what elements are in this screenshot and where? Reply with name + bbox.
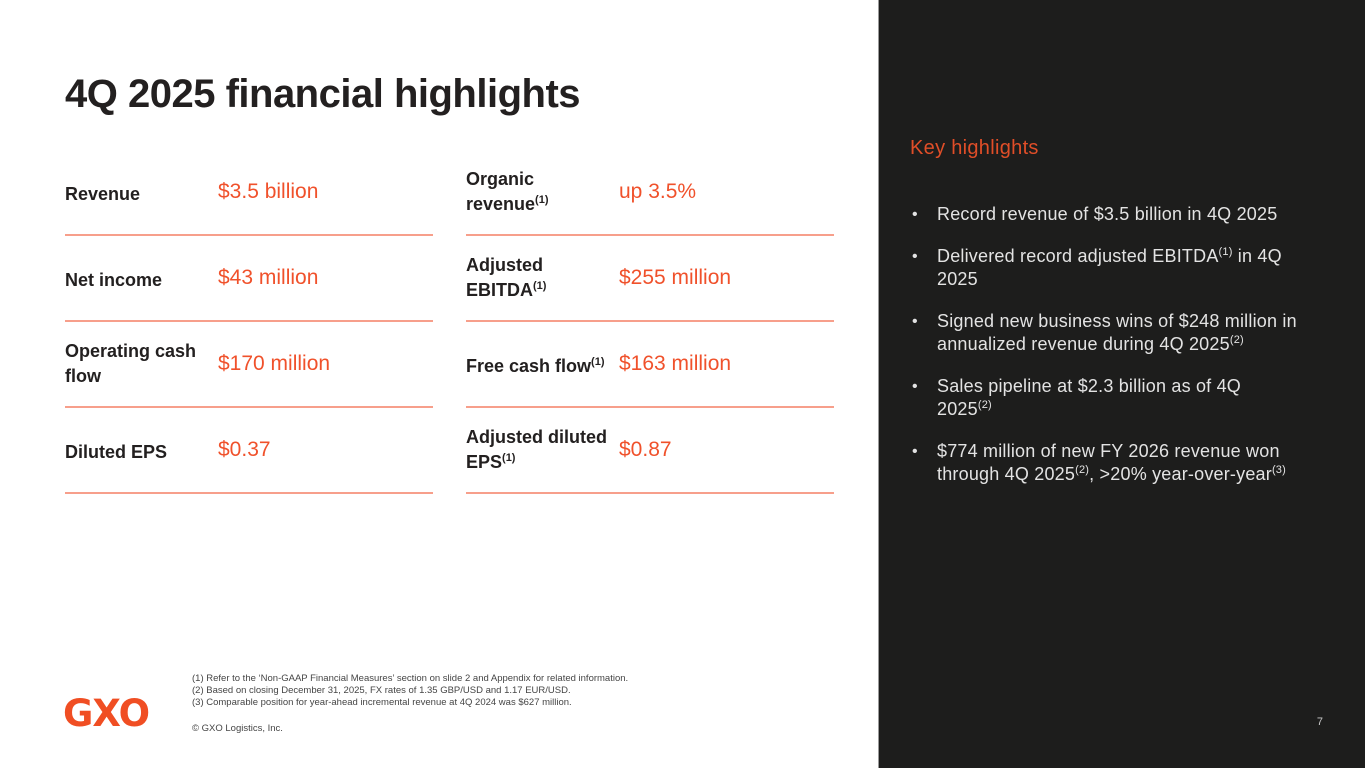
key-highlight-text: Sales pipeline at $2.3 billion as of 4Q … [937, 376, 1241, 419]
metric-value: up 3.5% [619, 180, 697, 203]
metric-value: $43 million [218, 266, 319, 289]
metrics-column-right: Organic revenue(1) up 3.5% Adjusted EBIT… [466, 150, 834, 494]
metric-label: Free cash flow(1) [466, 352, 619, 377]
footnote-ref: (1) [533, 280, 547, 292]
metric-label: Revenue [65, 180, 218, 205]
key-highlight-text: Delivered record adjusted EBITDA [937, 246, 1219, 266]
metric-label: Diluted EPS [65, 438, 218, 463]
key-highlights-panel: Key highlights Record revenue of $3.5 bi… [878, 0, 1365, 768]
metric-row-operating-cash-flow: Operating cash flow $170 million [65, 322, 433, 408]
metric-row-net-income: Net income $43 million [65, 236, 433, 322]
metric-label: Organic revenue(1) [466, 169, 619, 215]
metric-row-adjusted-ebitda: Adjusted EBITDA(1) $255 million [466, 236, 834, 322]
key-highlights-list: Record revenue of $3.5 billion in 4Q 202… [910, 203, 1298, 505]
metric-label-text: Free cash flow [466, 355, 592, 376]
metric-value: $255 million [619, 266, 732, 289]
metric-label: Adjusted EBITDA(1) [466, 255, 619, 301]
key-highlights-title: Key highlights [910, 137, 1039, 159]
metric-label: Adjusted diluted EPS(1) [466, 427, 619, 473]
key-highlight-item: Sales pipeline at $2.3 billion as of 4Q … [910, 375, 1298, 421]
key-highlight-text: in 4Q 2025 [937, 246, 1282, 289]
footnote-1: (1) Refer to the ‘Non-GAAP Financial Mea… [192, 673, 629, 684]
metric-value: $163 million [619, 352, 732, 375]
metric-row-organic-revenue: Organic revenue(1) up 3.5% [466, 150, 834, 236]
metric-label: Operating cash flow [65, 341, 218, 387]
metric-label-text: Organic revenue [466, 169, 536, 214]
footnote-ref: (1) [502, 452, 516, 464]
footnote-ref: (1) [1218, 246, 1233, 258]
footnote-3: (3) Comparable position for year-ahead i… [192, 697, 572, 708]
key-highlight-item: Record revenue of $3.5 billion in 4Q 202… [910, 203, 1298, 226]
footnote-2: (2) Based on closing December 31, 2025, … [192, 685, 571, 696]
page-number: 7 [1316, 716, 1323, 728]
page-title: 4Q 2025 financial highlights [65, 72, 581, 116]
metric-label-text: Revenue [65, 183, 141, 204]
footnote-ref: (2) [1229, 334, 1244, 346]
key-highlight-item: $774 million of new FY 2026 revenue won … [910, 440, 1298, 486]
metric-row-revenue: Revenue $3.5 billion [65, 150, 433, 236]
metric-value: $170 million [218, 352, 331, 375]
key-highlight-item: Signed new business wins of $248 million… [910, 310, 1298, 356]
footnote-ref: (2) [977, 399, 992, 411]
metric-row-diluted-eps: Diluted EPS $0.37 [65, 408, 433, 494]
footnote-ref: (3) [1271, 464, 1286, 476]
metric-label: Net income [65, 266, 218, 291]
key-highlight-item: Delivered record adjusted EBITDA(1) in 4… [910, 245, 1298, 291]
key-highlight-text: $774 million of new FY 2026 revenue won … [937, 441, 1280, 484]
metric-value: $3.5 billion [218, 180, 319, 203]
metric-row-adjusted-diluted-eps: Adjusted diluted EPS(1) $0.87 [466, 408, 834, 494]
metrics-column-left: Revenue $3.5 billion Net income $43 mill… [65, 150, 433, 494]
metric-value: $0.87 [619, 438, 672, 461]
footnotes: (1) Refer to the ‘Non-GAAP Financial Mea… [192, 673, 628, 709]
key-highlight-text: Record revenue of $3.5 billion in 4Q 202… [937, 204, 1278, 224]
metric-value: $0.37 [218, 438, 271, 461]
footnote-ref: (2) [1075, 464, 1090, 476]
copyright-notice: © GXO Logistics, Inc. [192, 723, 283, 734]
metric-label-text: Adjusted EBITDA [466, 255, 544, 300]
gxo-logo: GXO [63, 692, 150, 735]
metric-label-text: Adjusted diluted EPS [466, 427, 607, 472]
footnote-ref: (1) [535, 194, 549, 206]
footnote-ref: (1) [591, 355, 605, 368]
metric-label-text: Net income [65, 269, 163, 290]
metric-label-text: Diluted EPS [65, 441, 168, 462]
key-highlight-text: , >20% year-over-year [1089, 464, 1272, 484]
metric-row-free-cash-flow: Free cash flow(1) $163 million [466, 322, 834, 408]
metric-label-text: Operating cash flow [65, 341, 197, 386]
key-highlight-text: Signed new business wins of $248 million… [937, 311, 1297, 354]
